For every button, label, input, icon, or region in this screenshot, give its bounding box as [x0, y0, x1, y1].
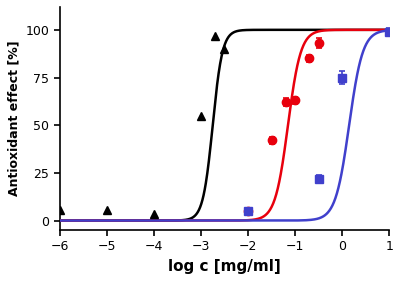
Y-axis label: Antioxidant effect [%]: Antioxidant effect [%]: [7, 41, 20, 196]
X-axis label: log c [mg/ml]: log c [mg/ml]: [168, 259, 281, 274]
